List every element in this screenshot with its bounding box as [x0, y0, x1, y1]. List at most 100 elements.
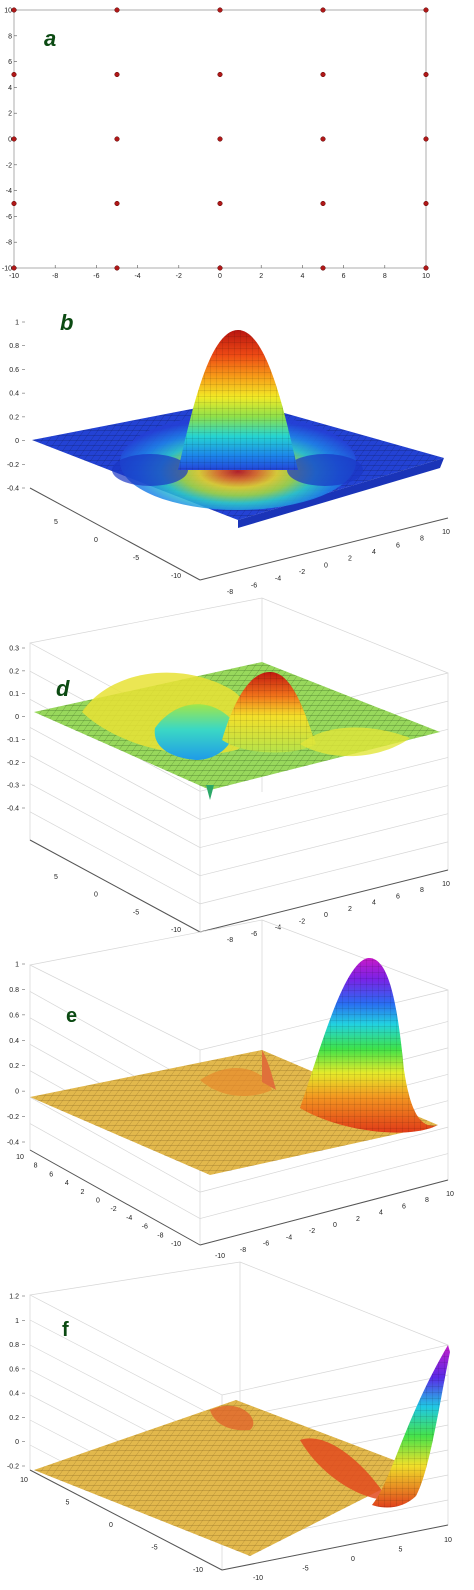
x-tick-label-a: 8	[383, 273, 387, 280]
scatter-point	[423, 136, 429, 142]
scatter-point	[320, 136, 326, 142]
z-tick-label: -0.4	[7, 806, 19, 813]
x-ticks-label: 6	[396, 893, 400, 900]
scatter-point	[423, 200, 429, 207]
x-ticks-label: 10	[444, 1537, 452, 1544]
x-tick-label-a: -6	[93, 273, 99, 280]
z-tick-label: 0.2	[9, 1063, 19, 1070]
x-ticks-label: 2	[348, 906, 352, 913]
z-axis-ticks-f: 1.2 1 0.8 0.6 0.4 0.2 0 -0.2	[7, 1294, 25, 1471]
surface-edge-e	[262, 1050, 276, 1090]
panel-b: 1 0.8 0.6 0.4 0.2 0 -0.2 -0.4 5 0 -5 -10 -8 -6 -4 -2 0…	[7, 310, 450, 596]
x-axis-ticks-f: -10 -5 0 5 10	[253, 1537, 452, 1582]
y-ticks-label: 0	[94, 892, 98, 899]
y-ticks-label: -5	[151, 1545, 157, 1552]
surface-trough-b	[287, 454, 363, 486]
panel-d: 0.30.20.10-0.1-0.2-0.3-0.4 50-5-10 -8-6-…	[7, 597, 450, 944]
y-ticks-label: -8	[157, 1232, 163, 1239]
surface-peak-mesh-e	[300, 957, 438, 1133]
z-tick-label: 0	[15, 714, 19, 721]
gridline	[29, 783, 201, 877]
x-ticks-label: 2	[348, 556, 352, 563]
y-axis-d	[29, 839, 201, 933]
x-ticks-label: 4	[372, 549, 376, 556]
z-tick-label: -0.4	[7, 486, 19, 493]
x-axis-ticks-e: -10 -8 -6 -4 -2 0 2 4 6 8 10	[215, 1191, 454, 1260]
surface-edge-b	[238, 458, 444, 528]
x-ticks-label: 4	[379, 1210, 383, 1217]
x-ticks-label: 0	[351, 1556, 355, 1563]
x-ticks-label: 4	[372, 900, 376, 907]
y-tick-label-a: -8	[6, 240, 12, 247]
y-ticks-label: -4	[126, 1215, 132, 1222]
y-axis-f	[29, 1469, 223, 1571]
scatter-point	[11, 7, 17, 13]
x-tick-label-a: -10	[9, 273, 19, 280]
z-tick-label: 0.4	[9, 1391, 19, 1398]
scatter-point	[217, 265, 223, 271]
x-tick-label-a: 4	[300, 273, 304, 280]
y-ticks-label: -10	[171, 927, 181, 934]
y-ticks-label: -5	[133, 555, 139, 562]
scatter-point	[11, 265, 17, 271]
x-axis-ticks-b: -8 -6 -4 -2 0 2 4 6 8 10	[227, 529, 450, 596]
y-axis-b	[29, 487, 201, 581]
y-ticks-label: -10	[171, 1241, 181, 1248]
y-ticks-label: 5	[54, 519, 58, 526]
x-ticks-label: -10	[215, 1253, 225, 1260]
z-axis-ticks-d: 0.3 0.2 0.1 0 -0.1 -0.2 -0.3 -0.4	[7, 646, 25, 813]
z-tick-label: 0.8	[9, 1342, 19, 1349]
z-tick-label: 0.6	[9, 1366, 19, 1373]
scatter-point	[114, 7, 120, 13]
y-tick-label-a: 6	[8, 59, 12, 66]
x-ticks-label: -4	[286, 1234, 292, 1241]
gridline	[199, 757, 449, 820]
x-ticks-label: -8	[227, 589, 233, 596]
gridline	[29, 727, 201, 820]
x-ticks-label: 2	[356, 1216, 360, 1223]
x-tick-label-a: 0	[218, 273, 222, 280]
z-tick-label: -0.2	[7, 1464, 19, 1471]
x-tick-label-a: 2	[259, 273, 263, 280]
z-tick-label: -0.4	[7, 1140, 19, 1147]
y-tick-label-a: -4	[6, 188, 12, 195]
gridline	[199, 841, 449, 905]
surface-spike-d	[206, 785, 214, 800]
x-tick-label-a: -8	[52, 273, 58, 280]
y-ticks-label: 0	[94, 537, 98, 544]
y-tick-label-a: 4	[8, 85, 12, 92]
scatter-point	[114, 136, 120, 142]
z-tick-label: 1.2	[9, 1294, 19, 1301]
z-tick-label: 0	[15, 1089, 19, 1096]
x-tick-label-a: 6	[342, 273, 346, 280]
x-ticks-label: -6	[263, 1241, 269, 1248]
scatter-point	[114, 71, 120, 78]
panel-e: 10.80.60.40.20-0.2-0.4 1086420-2-4-6-8-1…	[7, 919, 454, 1260]
surface-fold-f	[210, 1405, 254, 1431]
z-tick-label: 0.8	[9, 987, 19, 994]
z-tick-label: 0.4	[9, 391, 19, 398]
panel-label-b: b	[60, 310, 73, 335]
x-axis-d	[199, 869, 449, 933]
z-tick-label: 0.2	[9, 668, 19, 675]
y-ticks-label: 0	[96, 1198, 100, 1205]
x-ticks-label: 8	[425, 1197, 429, 1204]
scatter-point	[320, 7, 326, 13]
x-ticks-label: -4	[275, 576, 281, 583]
scatter-point	[114, 200, 120, 207]
z-tick-label: 0.4	[9, 1038, 19, 1045]
axis-ticks-a: -10 -8 -6 -4 -2 0 2 4 6 8 10 10 8 6 4 2 0 -2 -4 -6 -8 -10	[2, 8, 430, 281]
y-axis-ticks-f: 10 5 0 -5 -10	[20, 1477, 203, 1574]
z-axis-ticks-b: 1 0.8 0.6 0.4 0.2 0 -0.2 -0.4	[7, 320, 25, 493]
x-ticks-label: 10	[442, 529, 450, 536]
x-ticks-label: 6	[402, 1203, 406, 1210]
y-ticks-label: -6	[142, 1224, 148, 1231]
z-tick-label: 0.6	[9, 1012, 19, 1019]
y-ticks-label: -10	[193, 1567, 203, 1574]
box-top-d	[29, 597, 449, 674]
y-tick-label-a: -6	[6, 214, 12, 221]
surface-bump-d	[300, 727, 410, 757]
y-ticks-label: 2	[80, 1189, 84, 1196]
y-ticks-label: -10	[171, 573, 181, 580]
gridline	[199, 813, 449, 877]
